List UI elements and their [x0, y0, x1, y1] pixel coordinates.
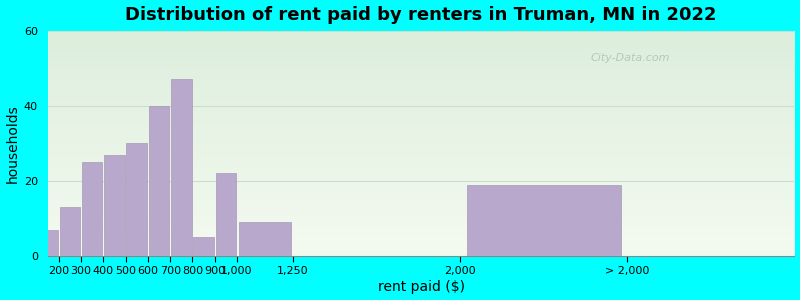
- Text: City-Data.com: City-Data.com: [590, 53, 670, 63]
- Title: Distribution of rent paid by renters in Truman, MN in 2022: Distribution of rent paid by renters in …: [126, 6, 717, 24]
- Bar: [149, 106, 170, 256]
- Bar: [466, 184, 621, 256]
- Bar: [104, 154, 125, 256]
- Bar: [126, 143, 147, 256]
- Bar: [216, 173, 236, 256]
- Y-axis label: households: households: [6, 104, 19, 183]
- Bar: [171, 80, 191, 256]
- Bar: [194, 237, 214, 256]
- Bar: [60, 207, 80, 256]
- Bar: [239, 222, 290, 256]
- Bar: [82, 162, 102, 256]
- X-axis label: rent paid ($): rent paid ($): [378, 280, 465, 294]
- Bar: [38, 230, 58, 256]
